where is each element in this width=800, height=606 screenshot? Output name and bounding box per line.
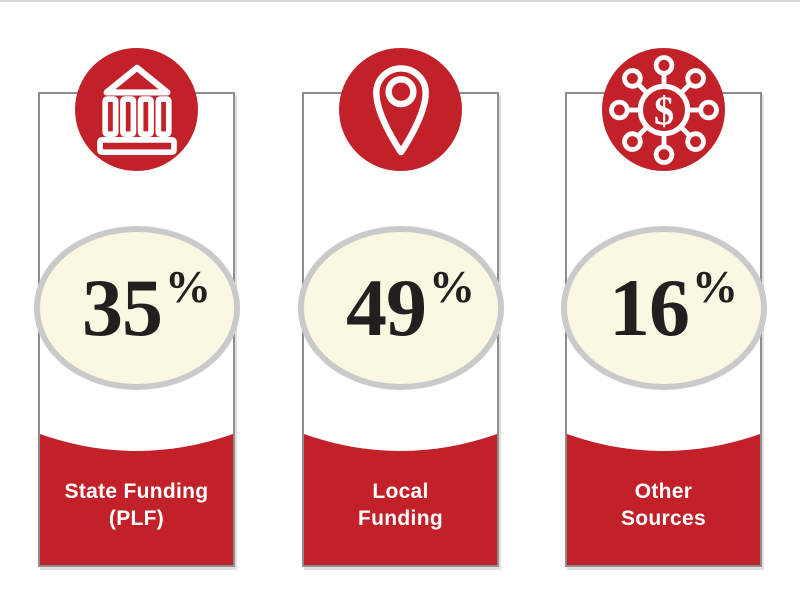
percent-oval: 35 %	[33, 226, 240, 390]
top-divider	[0, 0, 800, 2]
percent-sign: %	[165, 261, 211, 312]
funding-label: State Funding (PLF)	[40, 478, 233, 532]
location-pin-icon	[372, 64, 429, 155]
percent-value: 35 %	[82, 262, 211, 353]
footer-background	[567, 451, 760, 565]
funding-label-line: State Funding	[64, 480, 209, 503]
icon-circle	[75, 48, 198, 171]
footer-curve	[304, 434, 497, 451]
footer-background	[40, 451, 233, 565]
percent-value: 49 %	[346, 262, 475, 353]
card-footer: Local Funding	[304, 434, 497, 565]
footer-curve	[40, 434, 233, 451]
card-footer: Other Sources	[567, 434, 760, 565]
card-other-sources: $ 16 % Other Sources	[560, 48, 767, 567]
icon-circle: $	[602, 48, 725, 171]
percent-number: 35	[82, 262, 163, 353]
percent-oval: 16 %	[560, 226, 767, 390]
icon-circle	[339, 48, 462, 171]
funding-label-line: Local	[372, 480, 429, 503]
card-footer: State Funding (PLF)	[40, 434, 233, 565]
percent-number: 16	[609, 262, 690, 353]
card-state-funding: 35 % State Funding (PLF)	[33, 48, 240, 567]
funding-label: Local Funding	[304, 478, 497, 532]
percent-value: 16 %	[609, 262, 738, 353]
dollar-sign: $	[653, 88, 673, 133]
percent-oval: 49 %	[297, 226, 504, 390]
percent-sign: %	[692, 261, 738, 312]
money-network-icon: $	[608, 54, 719, 165]
card-local-funding: 49 % Local Funding	[297, 48, 504, 567]
footer-background	[304, 451, 497, 565]
funding-label: Other Sources	[567, 478, 760, 532]
funding-label-line: (PLF)	[108, 507, 165, 530]
footer-curve	[567, 434, 760, 451]
bank-icon	[96, 64, 177, 155]
percent-sign: %	[429, 261, 475, 312]
percent-number: 49	[346, 262, 427, 353]
funding-label-line: Other	[634, 480, 693, 503]
funding-label-line: Sources	[621, 507, 706, 530]
funding-label-line: Funding	[358, 507, 443, 530]
